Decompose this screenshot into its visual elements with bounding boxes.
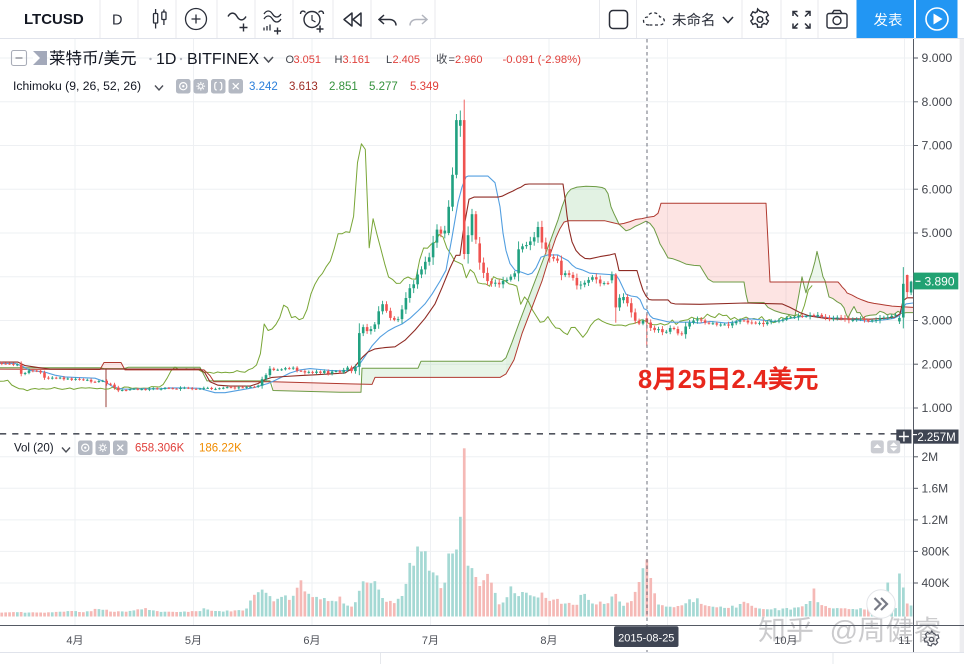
svg-text:1.2M: 1.2M bbox=[922, 513, 949, 527]
svg-text:LTCUSD: LTCUSD bbox=[24, 11, 84, 28]
svg-text:5: 5 bbox=[692, 366, 706, 394]
svg-text:L: L bbox=[386, 54, 392, 66]
svg-text:2M: 2M bbox=[922, 450, 939, 464]
svg-text:1: 1 bbox=[774, 635, 780, 647]
svg-text:/: / bbox=[99, 50, 104, 68]
svg-text:BITFINEX: BITFINEX bbox=[187, 51, 259, 68]
svg-text:0: 0 bbox=[780, 635, 786, 647]
svg-text:9.000: 9.000 bbox=[922, 51, 953, 65]
svg-text:7: 7 bbox=[422, 635, 428, 647]
svg-text:2.851: 2.851 bbox=[329, 81, 358, 93]
svg-text:8: 8 bbox=[540, 635, 546, 647]
svg-text:6: 6 bbox=[303, 635, 309, 647]
svg-text:3.613: 3.613 bbox=[289, 81, 318, 93]
svg-text:5: 5 bbox=[185, 635, 191, 647]
svg-text:7.000: 7.000 bbox=[922, 139, 953, 153]
svg-text:5.349: 5.349 bbox=[410, 81, 439, 93]
svg-text:2: 2 bbox=[732, 366, 746, 394]
svg-text:2015-08-25: 2015-08-25 bbox=[618, 633, 674, 645]
svg-text:1.6M: 1.6M bbox=[922, 481, 949, 495]
svg-text:3.161: 3.161 bbox=[343, 54, 371, 66]
svg-text:2: 2 bbox=[678, 366, 692, 394]
svg-text:2.960: 2.960 bbox=[455, 54, 483, 66]
svg-text:Vol (20): Vol (20) bbox=[14, 443, 54, 455]
svg-text:2.257M: 2.257M bbox=[917, 432, 955, 444]
svg-text:1: 1 bbox=[898, 635, 904, 647]
svg-text:658.306K: 658.306K bbox=[135, 443, 185, 455]
svg-text:5.000: 5.000 bbox=[922, 226, 953, 240]
svg-text:1D: 1D bbox=[156, 51, 176, 68]
svg-text:4: 4 bbox=[753, 366, 768, 394]
svg-text:8.000: 8.000 bbox=[922, 95, 953, 109]
svg-text:D: D bbox=[112, 13, 122, 29]
svg-text:H: H bbox=[335, 54, 343, 66]
svg-text:@: @ bbox=[830, 615, 858, 646]
svg-text:186.22K: 186.22K bbox=[199, 443, 242, 455]
svg-text:-0.091 (-2.98%): -0.091 (-2.98%) bbox=[503, 54, 582, 66]
svg-text:3.890: 3.890 bbox=[925, 275, 955, 289]
svg-text:8: 8 bbox=[638, 366, 652, 394]
svg-text:6.000: 6.000 bbox=[922, 182, 953, 196]
svg-text:2.405: 2.405 bbox=[393, 54, 421, 66]
svg-text:.: . bbox=[746, 366, 753, 394]
svg-text:1.000: 1.000 bbox=[922, 401, 953, 415]
svg-text:2.000: 2.000 bbox=[922, 357, 953, 371]
svg-text:1: 1 bbox=[904, 635, 910, 647]
svg-text:5.277: 5.277 bbox=[369, 81, 398, 93]
svg-text:400K: 400K bbox=[922, 576, 950, 590]
svg-text:3.051: 3.051 bbox=[294, 54, 322, 66]
svg-text:3.242: 3.242 bbox=[249, 81, 278, 93]
svg-text:=: = bbox=[449, 54, 455, 66]
svg-text:4: 4 bbox=[66, 635, 72, 647]
svg-text:800K: 800K bbox=[922, 544, 950, 558]
svg-text:O: O bbox=[286, 54, 295, 66]
svg-text:3.000: 3.000 bbox=[922, 314, 953, 328]
svg-text:Ichimoku (9, 26, 52, 26): Ichimoku (9, 26, 52, 26) bbox=[13, 79, 141, 93]
